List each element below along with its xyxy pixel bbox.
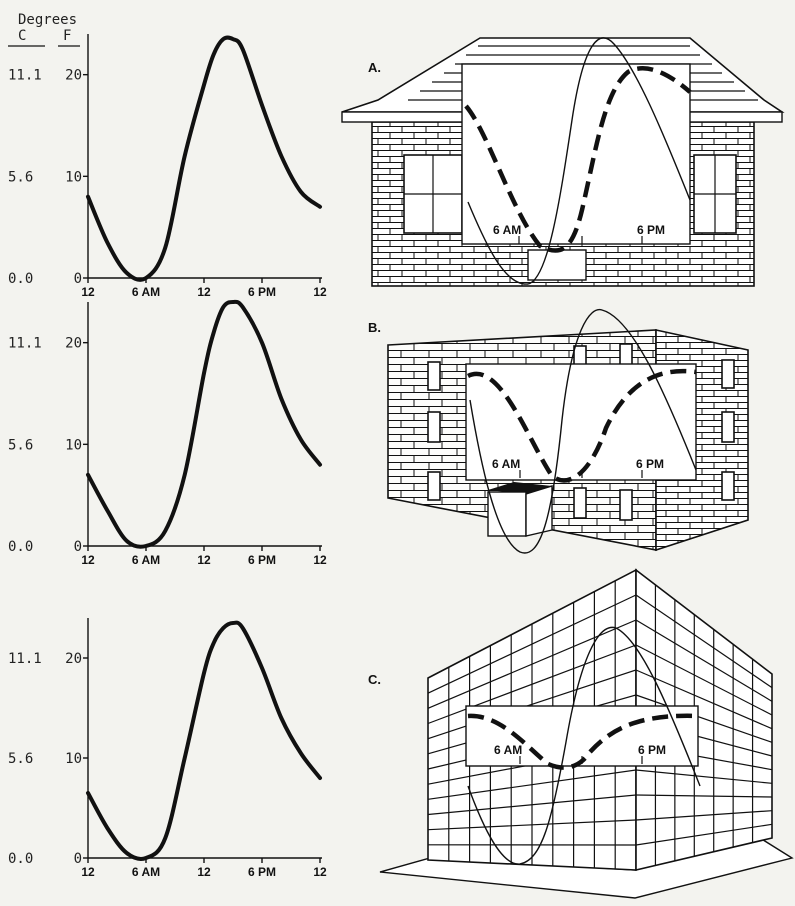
- facade-c-row-line: [635, 694, 773, 743]
- chart-a-x-label: 12: [197, 285, 211, 299]
- chart-panel-c: 0 0.0 10 5.6 20 11.1 12 6 AM 12 6 PM 12: [8, 618, 327, 879]
- fahrenheit-header: F: [63, 28, 71, 44]
- building-c-6am-label: 6 AM: [494, 743, 522, 757]
- chart-a-y-label-f: 0: [74, 271, 82, 287]
- house-a-inset-box: [461, 63, 691, 245]
- chart-c-x-label: 6 AM: [132, 865, 160, 879]
- chart-a-y-label-c: 5.6: [8, 169, 33, 185]
- chart-a-y-label-f: 10: [65, 169, 82, 185]
- chart-b-x-label: 6 AM: [132, 553, 160, 567]
- facade-c-row-line: [427, 794, 637, 816]
- facade-c-row-line: [427, 594, 637, 694]
- panel-c-letter: C.: [368, 672, 381, 687]
- building-b-outdoor-curve: [469, 308, 697, 554]
- chart-b-y-label-f: 10: [65, 437, 82, 453]
- celsius-header: C: [18, 28, 26, 44]
- chart-b-x-label: 12: [313, 553, 327, 567]
- facade-c-row-line: [635, 619, 773, 702]
- chart-a-y-label-c: 11.1: [8, 68, 42, 84]
- chart-a-temperature-line: [86, 35, 322, 282]
- facade-c-row-line: [427, 644, 637, 725]
- chart-b-x-label: 6 PM: [248, 553, 276, 567]
- chart-b-y-label-c: 0.0: [8, 539, 33, 555]
- chart-b-y-label-f: 20: [65, 336, 82, 352]
- chart-b-y-label-c: 5.6: [8, 437, 33, 453]
- chart-c-x-label: 12: [313, 865, 327, 879]
- facade-c-row-line: [635, 669, 773, 730]
- chart-a-x-label: 12: [81, 285, 95, 299]
- house-a-6pm-label: 6 PM: [637, 223, 665, 237]
- chart-c-x-label: 12: [197, 865, 211, 879]
- chart-c-x-label: 6 PM: [248, 865, 276, 879]
- panel-a-letter: A.: [368, 60, 381, 75]
- chart-c-y-label-f: 10: [65, 751, 82, 767]
- facade-c-row-line: [427, 669, 637, 740]
- chart-c-y-label-f: 20: [65, 651, 82, 667]
- chart-b-x-label: 12: [81, 553, 95, 567]
- facade-c-row-line: [427, 769, 637, 800]
- chart-c-x-label: 12: [81, 865, 95, 879]
- facade-c-row-line: [427, 619, 637, 709]
- building-c-indoor-curve: [467, 713, 699, 770]
- chart-panel-b: 0 0.0 10 5.6 20 11.1 12 6 AM 12 6 PM 12: [8, 299, 327, 567]
- house-a-outdoor-curve: [467, 37, 691, 285]
- building-b-6am-label: 6 AM: [492, 457, 520, 471]
- facade-c-row-line: [427, 819, 637, 831]
- building-b-windows: [427, 343, 735, 521]
- chart-b-y-label-f: 0: [74, 539, 82, 555]
- building-b-6pm-label: 6 PM: [636, 457, 664, 471]
- house-a-6am-label: 6 AM: [493, 223, 521, 237]
- building-b-inset-box: [465, 363, 697, 481]
- degrees-title: Degrees: [18, 12, 77, 28]
- chart-a-x-label: 12: [313, 285, 327, 299]
- building-b-illustration: B. 6 AM 6 PM: [368, 308, 749, 554]
- chart-a-y-label-c: 0.0: [8, 271, 33, 287]
- chart-c-temperature-line: [86, 620, 322, 861]
- chart-panel-a: 0 0.0 10 5.6 20 11.1 12 6 AM 12 6 PM 12: [8, 34, 327, 299]
- facade-c-row-line: [635, 769, 773, 784]
- building-b-entrance-roof: [488, 482, 552, 494]
- facade-c-row-line: [635, 810, 773, 821]
- chart-a-y-label-f: 20: [65, 68, 82, 84]
- chart-a-x-label: 6 AM: [132, 285, 160, 299]
- facade-c-row-line: [635, 823, 773, 846]
- building-b-entrance: [487, 491, 527, 537]
- chart-b-y-label-c: 11.1: [8, 336, 42, 352]
- building-c-6pm-label: 6 PM: [638, 743, 666, 757]
- building-c-illustration: C. 6 AM 6 PM: [368, 568, 794, 899]
- building-a-illustration: A. 6 AM 6 PM: [341, 37, 785, 287]
- chart-b-temperature-line: [86, 299, 322, 549]
- panel-b-letter: B.: [368, 320, 381, 335]
- house-a-door: [527, 249, 587, 281]
- facade-c-row-line: [635, 644, 773, 716]
- chart-c-y-label-c: 11.1: [8, 651, 42, 667]
- chart-a-x-label: 6 PM: [248, 285, 276, 299]
- building-b-indoor-curve: [466, 368, 697, 483]
- facade-c-row-line: [635, 794, 773, 798]
- chart-c-y-label-c: 0.0: [8, 851, 33, 867]
- house-a-indoor-curve: [464, 66, 692, 253]
- chart-c-y-label-c: 5.6: [8, 751, 33, 767]
- chart-b-x-label: 12: [197, 553, 211, 567]
- facade-c-row-line: [635, 594, 773, 689]
- building-c-outdoor-curve: [467, 626, 701, 865]
- chart-c-y-label-f: 0: [74, 851, 82, 867]
